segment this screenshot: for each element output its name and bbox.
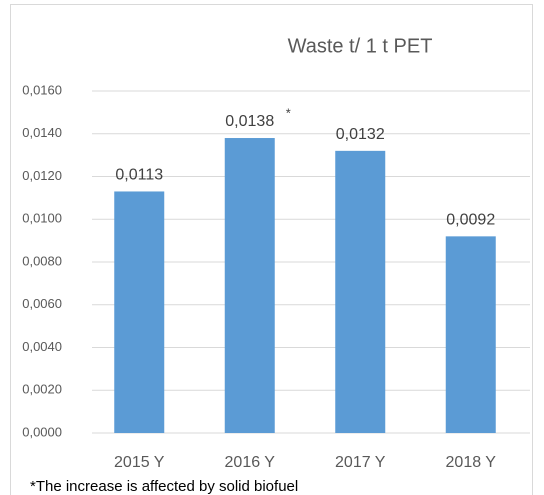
bar [114, 191, 165, 433]
y-tick-label: 0,0100 [22, 211, 62, 226]
annotation: * [286, 105, 291, 120]
chart-title: Waste t/ 1 t PET [288, 35, 433, 57]
y-tick-label: 0,0000 [22, 424, 62, 439]
y-tick-label: 0,0020 [22, 382, 62, 397]
y-tick-label: 0,0140 [22, 125, 62, 140]
y-tick-label: 0,0120 [22, 168, 62, 183]
value-label: 0,0132 [336, 126, 385, 143]
y-tick-label: 0,0060 [22, 296, 62, 311]
y-tick-label: 0,0160 [22, 82, 62, 97]
x-tick-label: 2016 Y [225, 454, 276, 471]
y-tick-label: 0,0040 [22, 339, 62, 354]
bar [335, 150, 386, 433]
y-tick-label: 0,0080 [22, 253, 62, 268]
chart-border [10, 4, 533, 495]
value-label: 0,0138 [225, 113, 274, 130]
value-label: 0,0092 [446, 212, 495, 229]
x-tick-label: 2018 Y [446, 454, 497, 471]
footnote: *The increase is affected by solid biofu… [30, 478, 298, 495]
x-tick-label: 2017 Y [335, 454, 386, 471]
bar [224, 138, 275, 433]
bar [445, 236, 496, 433]
x-tick-label: 2015 Y [114, 454, 165, 471]
value-label: 0,0113 [115, 167, 163, 184]
